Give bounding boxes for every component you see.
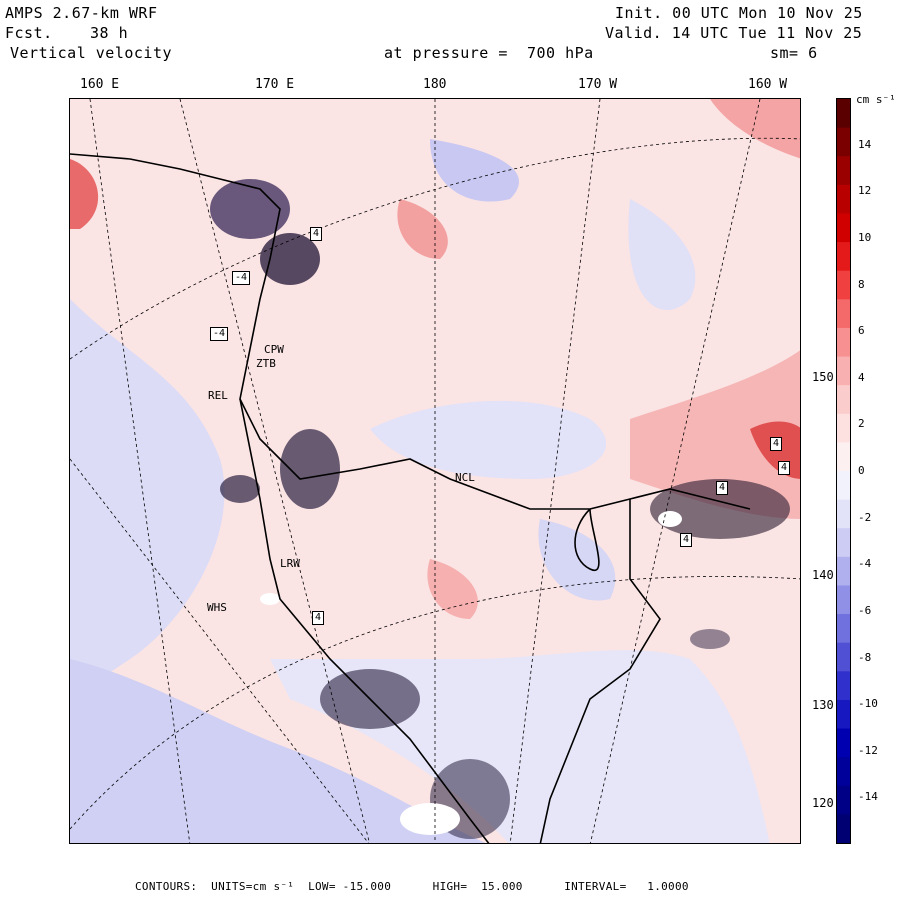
colorbar-tick-label: -4 xyxy=(858,557,872,571)
colorbar-segment xyxy=(837,413,850,443)
colorbar-segment xyxy=(837,385,850,415)
contour-label: 4 xyxy=(778,461,791,475)
colorbar-segment xyxy=(837,614,850,644)
colorbar-segment xyxy=(837,499,850,529)
lon-label-160w: 160 W xyxy=(748,77,788,92)
colorbar-segment xyxy=(837,528,850,558)
colorbar-tick-label: -10 xyxy=(858,697,878,711)
colorbar-segment xyxy=(837,585,850,615)
colorbar-segment xyxy=(837,699,850,730)
colorbar-segment xyxy=(837,299,850,329)
colorbar-segment xyxy=(837,327,850,358)
colorbar-tick-label: -8 xyxy=(858,650,872,664)
red-region-east xyxy=(630,350,800,519)
model-title: AMPS 2.67-km WRF xyxy=(5,4,158,22)
colorbar-segment xyxy=(837,642,850,672)
station-lrw: LRW xyxy=(280,557,300,570)
smoothing-value: sm= 6 xyxy=(770,44,818,62)
contour-label: 4 xyxy=(310,227,323,241)
colorbar-segment xyxy=(837,127,850,157)
station-rel: REL xyxy=(208,389,228,402)
colorbar-segment xyxy=(837,270,850,300)
contour-label: -4 xyxy=(210,327,229,341)
colorbar-segment xyxy=(837,442,850,472)
colorbar-segment xyxy=(837,213,850,243)
colorbar-segment xyxy=(837,814,850,843)
contour-label: -4 xyxy=(232,271,251,285)
vertical-velocity-map xyxy=(70,99,800,843)
forecast-hour: 38 h xyxy=(90,24,129,42)
colorbar-tick-label: 4 xyxy=(858,370,865,384)
colorbar-tick-label: -14 xyxy=(858,790,878,804)
map-panel: CPW ZTB REL NCL LRW WHS -4 -4 4 4 4 4 4 … xyxy=(69,98,801,844)
station-cpw: CPW xyxy=(264,343,284,356)
colorbar-tick-label: 0 xyxy=(858,464,865,477)
colorbar-segment xyxy=(837,671,850,701)
colorbar-tick-label: -6 xyxy=(858,603,872,617)
contour-label: 4 xyxy=(312,611,325,625)
colorbar-segment xyxy=(837,728,850,758)
forecast-label: Fcst. xyxy=(5,24,53,42)
blue-region-west xyxy=(70,299,225,699)
colorbar-tick-label: 8 xyxy=(858,277,865,291)
station-ztb: ZTB xyxy=(256,357,276,370)
blue-patch-northeast xyxy=(628,199,696,311)
red-patch-northeast xyxy=(710,99,800,159)
colorbar-tick-label: 14 xyxy=(858,137,872,151)
station-whs: WHS xyxy=(207,601,227,614)
colorbar-tick-label: 10 xyxy=(858,230,872,244)
contour-label: 4 xyxy=(716,481,729,495)
colorbar-tick-label: 2 xyxy=(858,417,865,431)
station-ncl: NCL xyxy=(455,471,475,484)
colorbar-segment xyxy=(837,184,850,214)
variable-name: Vertical velocity xyxy=(10,44,173,62)
colorbar-segment xyxy=(837,757,850,787)
colorbar-tick-label: -2 xyxy=(858,510,872,524)
valid-time: Valid. 14 UTC Tue 11 Nov 25 xyxy=(605,24,863,42)
colorbar-tick-label: 6 xyxy=(858,324,865,338)
colorbar xyxy=(836,98,851,844)
lon-label-160e: 160 E xyxy=(80,77,120,92)
lon-label-170w: 170 W xyxy=(578,77,618,92)
blue-patch-east xyxy=(538,519,616,601)
colorbar-segment xyxy=(837,156,850,186)
ice-free-land xyxy=(260,511,682,835)
colorbar-segment xyxy=(837,356,850,386)
colorbar-segment xyxy=(837,556,850,586)
blue-region-southwest xyxy=(70,659,486,843)
contour-label: 4 xyxy=(770,437,783,451)
red-patch-northwest xyxy=(70,159,99,229)
blue-patch-north xyxy=(430,139,519,202)
colorbar-segment xyxy=(837,99,850,129)
colorbar-segment xyxy=(837,785,850,815)
colorbar-tick-label: -12 xyxy=(858,743,878,757)
colorbar-segment xyxy=(837,471,850,501)
colorbar-units: cm s⁻¹ xyxy=(856,93,896,106)
pressure-level: at pressure = 700 hPa xyxy=(384,44,594,62)
colorbar-segment xyxy=(837,242,850,272)
colorbar-tick-label: 12 xyxy=(858,184,872,198)
lon-label-180: 180 xyxy=(423,77,447,92)
blue-band-center xyxy=(370,400,607,479)
contour-label: 4 xyxy=(680,533,693,547)
coastline xyxy=(70,153,751,843)
contour-info: CONTOURS: UNITS=cm s⁻¹ LOW= -15.000 HIGH… xyxy=(135,880,689,893)
init-time: Init. 00 UTC Mon 10 Nov 25 xyxy=(615,4,863,22)
lon-label-170e: 170 E xyxy=(255,77,295,92)
